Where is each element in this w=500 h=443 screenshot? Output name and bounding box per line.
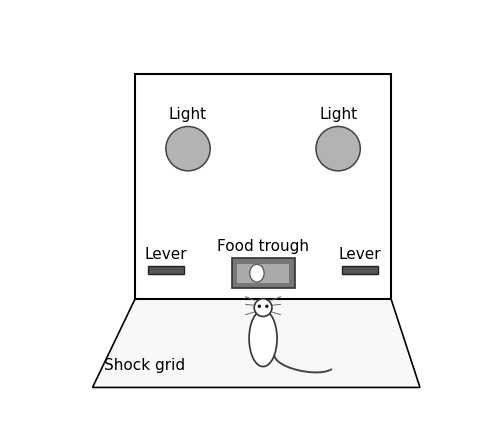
- Bar: [237, 264, 289, 283]
- Text: Light: Light: [319, 107, 357, 122]
- Text: Shock grid: Shock grid: [104, 358, 186, 373]
- Bar: [342, 266, 378, 273]
- Bar: [148, 266, 184, 273]
- Circle shape: [316, 127, 360, 171]
- Circle shape: [258, 304, 261, 308]
- Circle shape: [265, 304, 268, 308]
- Circle shape: [254, 299, 272, 316]
- Text: Lever: Lever: [144, 247, 187, 262]
- Ellipse shape: [250, 264, 264, 282]
- Bar: [135, 74, 391, 299]
- Text: Lever: Lever: [339, 247, 382, 262]
- Circle shape: [166, 127, 210, 171]
- Ellipse shape: [249, 310, 277, 366]
- Text: Light: Light: [169, 107, 207, 122]
- Bar: [232, 258, 294, 288]
- Text: Food trough: Food trough: [217, 239, 309, 254]
- Polygon shape: [92, 299, 420, 388]
